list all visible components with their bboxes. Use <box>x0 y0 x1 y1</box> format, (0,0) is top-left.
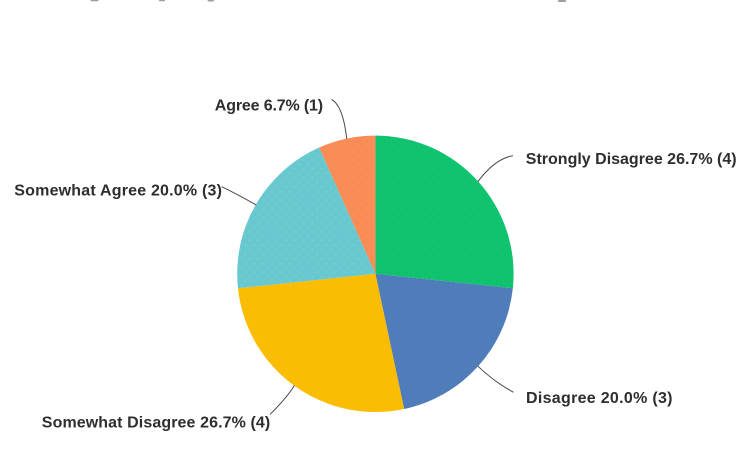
svg-text:Somewhat Agree 20.0% (3): Somewhat Agree 20.0% (3) <box>14 183 222 200</box>
svg-text:Disagree 20.0% (3): Disagree 20.0% (3) <box>526 390 673 407</box>
svg-text:Somewhat Disagree 26.7% (4): Somewhat Disagree 26.7% (4) <box>42 415 271 432</box>
svg-text:Agree 6.7% (1): Agree 6.7% (1) <box>215 97 323 114</box>
svg-text:Strongly Disagree 26.7% (4): Strongly Disagree 26.7% (4) <box>526 151 737 168</box>
